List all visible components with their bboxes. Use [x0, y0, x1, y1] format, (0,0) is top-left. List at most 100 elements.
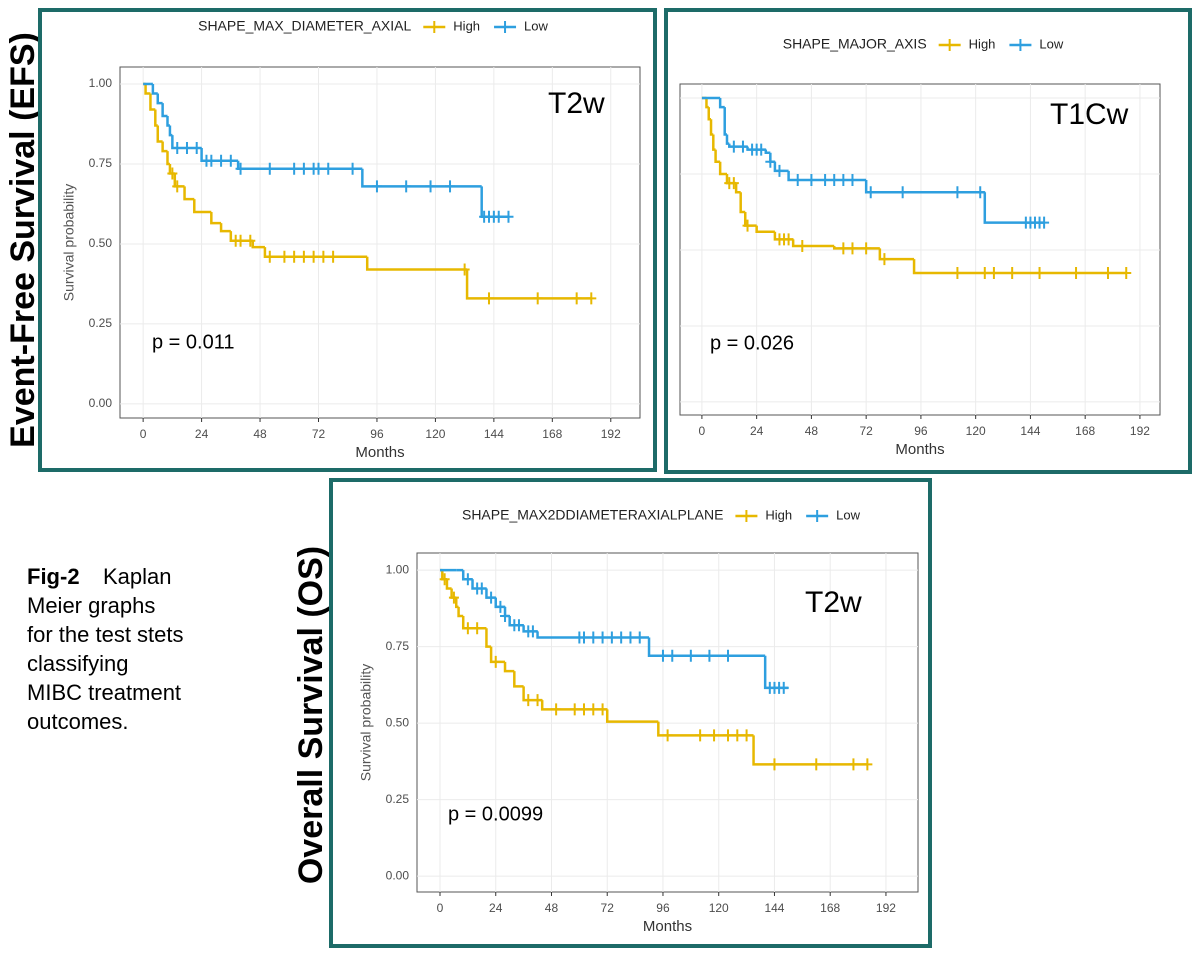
x-tick-label: 96: [370, 427, 384, 441]
caption-line: for the test stets: [27, 622, 184, 647]
caption-label: Fig-2: [27, 564, 80, 589]
legend-title: SHAPE_MAX2DDIAMETERAXIALPLANE: [462, 507, 723, 523]
censor-mark: [847, 242, 858, 255]
survival-step: [144, 83, 151, 95]
censor-mark: [979, 267, 990, 280]
survival-step: [755, 225, 775, 233]
censor-mark: [685, 649, 696, 662]
censor-mark: [704, 649, 715, 662]
censor-mark: [597, 631, 608, 644]
censor-mark: [172, 180, 183, 193]
y-tick-label: 0.75: [386, 639, 410, 653]
survival-step: [739, 192, 746, 214]
censor-mark: [723, 729, 734, 742]
x-tick-label: 168: [1075, 424, 1095, 438]
x-tick-label: 192: [876, 901, 896, 915]
censor-mark: [503, 210, 514, 223]
censor-mark: [235, 162, 246, 175]
censor-mark: [778, 681, 789, 694]
censor-mark: [732, 729, 743, 742]
survival-step: [718, 97, 725, 109]
censor-mark: [741, 729, 752, 742]
censor-mark: [579, 631, 589, 644]
censor-mark: [551, 703, 562, 716]
censor-mark: [486, 591, 497, 604]
survival-step: [161, 141, 168, 153]
survival-step: [503, 661, 515, 673]
survival-step: [734, 183, 741, 194]
survival-step: [365, 256, 468, 271]
survival-step: [605, 709, 659, 723]
censor-mark: [264, 250, 275, 263]
censor-mark: [879, 253, 890, 266]
censor-mark: [769, 758, 780, 771]
caption-line: MIBC treatment: [27, 680, 181, 705]
censor-mark: [847, 174, 858, 187]
survival-step: [513, 671, 524, 688]
censor-mark: [1007, 267, 1018, 280]
censor-mark: [667, 649, 678, 662]
censor-mark: [569, 703, 580, 716]
x-tick-label: 96: [914, 424, 928, 438]
censor-mark: [445, 180, 456, 193]
censor-mark: [728, 140, 739, 153]
caption-line: Meier graphs: [27, 593, 155, 618]
censor-mark: [264, 162, 275, 175]
x-tick-label: 48: [805, 424, 819, 438]
censor-mark: [709, 729, 720, 742]
censor-mark: [797, 240, 808, 253]
y-axis-label: Survival probability: [358, 664, 374, 782]
survival-step: [657, 721, 754, 737]
censor-mark: [323, 162, 334, 175]
x-axis-label: Months: [355, 444, 404, 461]
survival-step: [361, 168, 482, 188]
survival-step: [210, 211, 222, 225]
censor-mark: [723, 649, 734, 662]
x-tick-label: 168: [820, 901, 840, 915]
x-tick-label: 48: [253, 427, 267, 441]
censor-mark: [172, 141, 183, 154]
censor-mark: [225, 154, 236, 167]
censor-mark: [634, 631, 645, 644]
censor-mark: [952, 186, 963, 199]
censor-mark: [848, 758, 859, 771]
x-tick-label: 72: [601, 901, 615, 915]
censor-mark: [625, 631, 636, 644]
censor-mark: [181, 141, 192, 154]
x-tick-label: 48: [545, 901, 559, 915]
censor-mark: [774, 164, 785, 177]
censor-mark: [579, 703, 589, 716]
survival-step: [752, 735, 868, 766]
legend: SHAPE_MAX_DIAMETER_AXIAL High Low: [198, 18, 548, 34]
p-value: p = 0.011: [152, 331, 234, 353]
legend-label: Low: [1039, 36, 1063, 51]
panel-border: [329, 478, 932, 948]
censor-mark: [597, 703, 608, 716]
censor-mark: [206, 154, 217, 167]
row-label: Overall Survival (OS): [292, 546, 330, 884]
censor-mark: [792, 174, 803, 187]
tag-annotation: T2w: [805, 586, 862, 619]
x-tick-label: 192: [601, 427, 621, 441]
survival-step: [151, 83, 158, 95]
censor-mark: [695, 729, 706, 742]
x-tick-label: 72: [312, 427, 326, 441]
survival-step: [707, 107, 712, 121]
censor-mark: [532, 292, 543, 305]
caption-line: Kaplan: [103, 564, 172, 589]
censor-mark: [347, 162, 358, 175]
censor-mark: [897, 186, 908, 199]
censor-mark: [459, 263, 470, 276]
censor-mark: [811, 758, 822, 771]
legend-label: High: [453, 18, 480, 33]
panel-border: [664, 8, 1192, 474]
survival-step: [154, 109, 158, 127]
survival-step: [465, 269, 592, 300]
legend-title: SHAPE_MAJOR_AXIS: [783, 36, 927, 52]
censor-mark: [586, 292, 597, 305]
censor-mark: [1102, 267, 1113, 280]
censor-mark: [439, 573, 450, 586]
censor-mark: [476, 582, 487, 595]
plot-area: [119, 66, 641, 419]
censor-mark: [298, 250, 309, 263]
